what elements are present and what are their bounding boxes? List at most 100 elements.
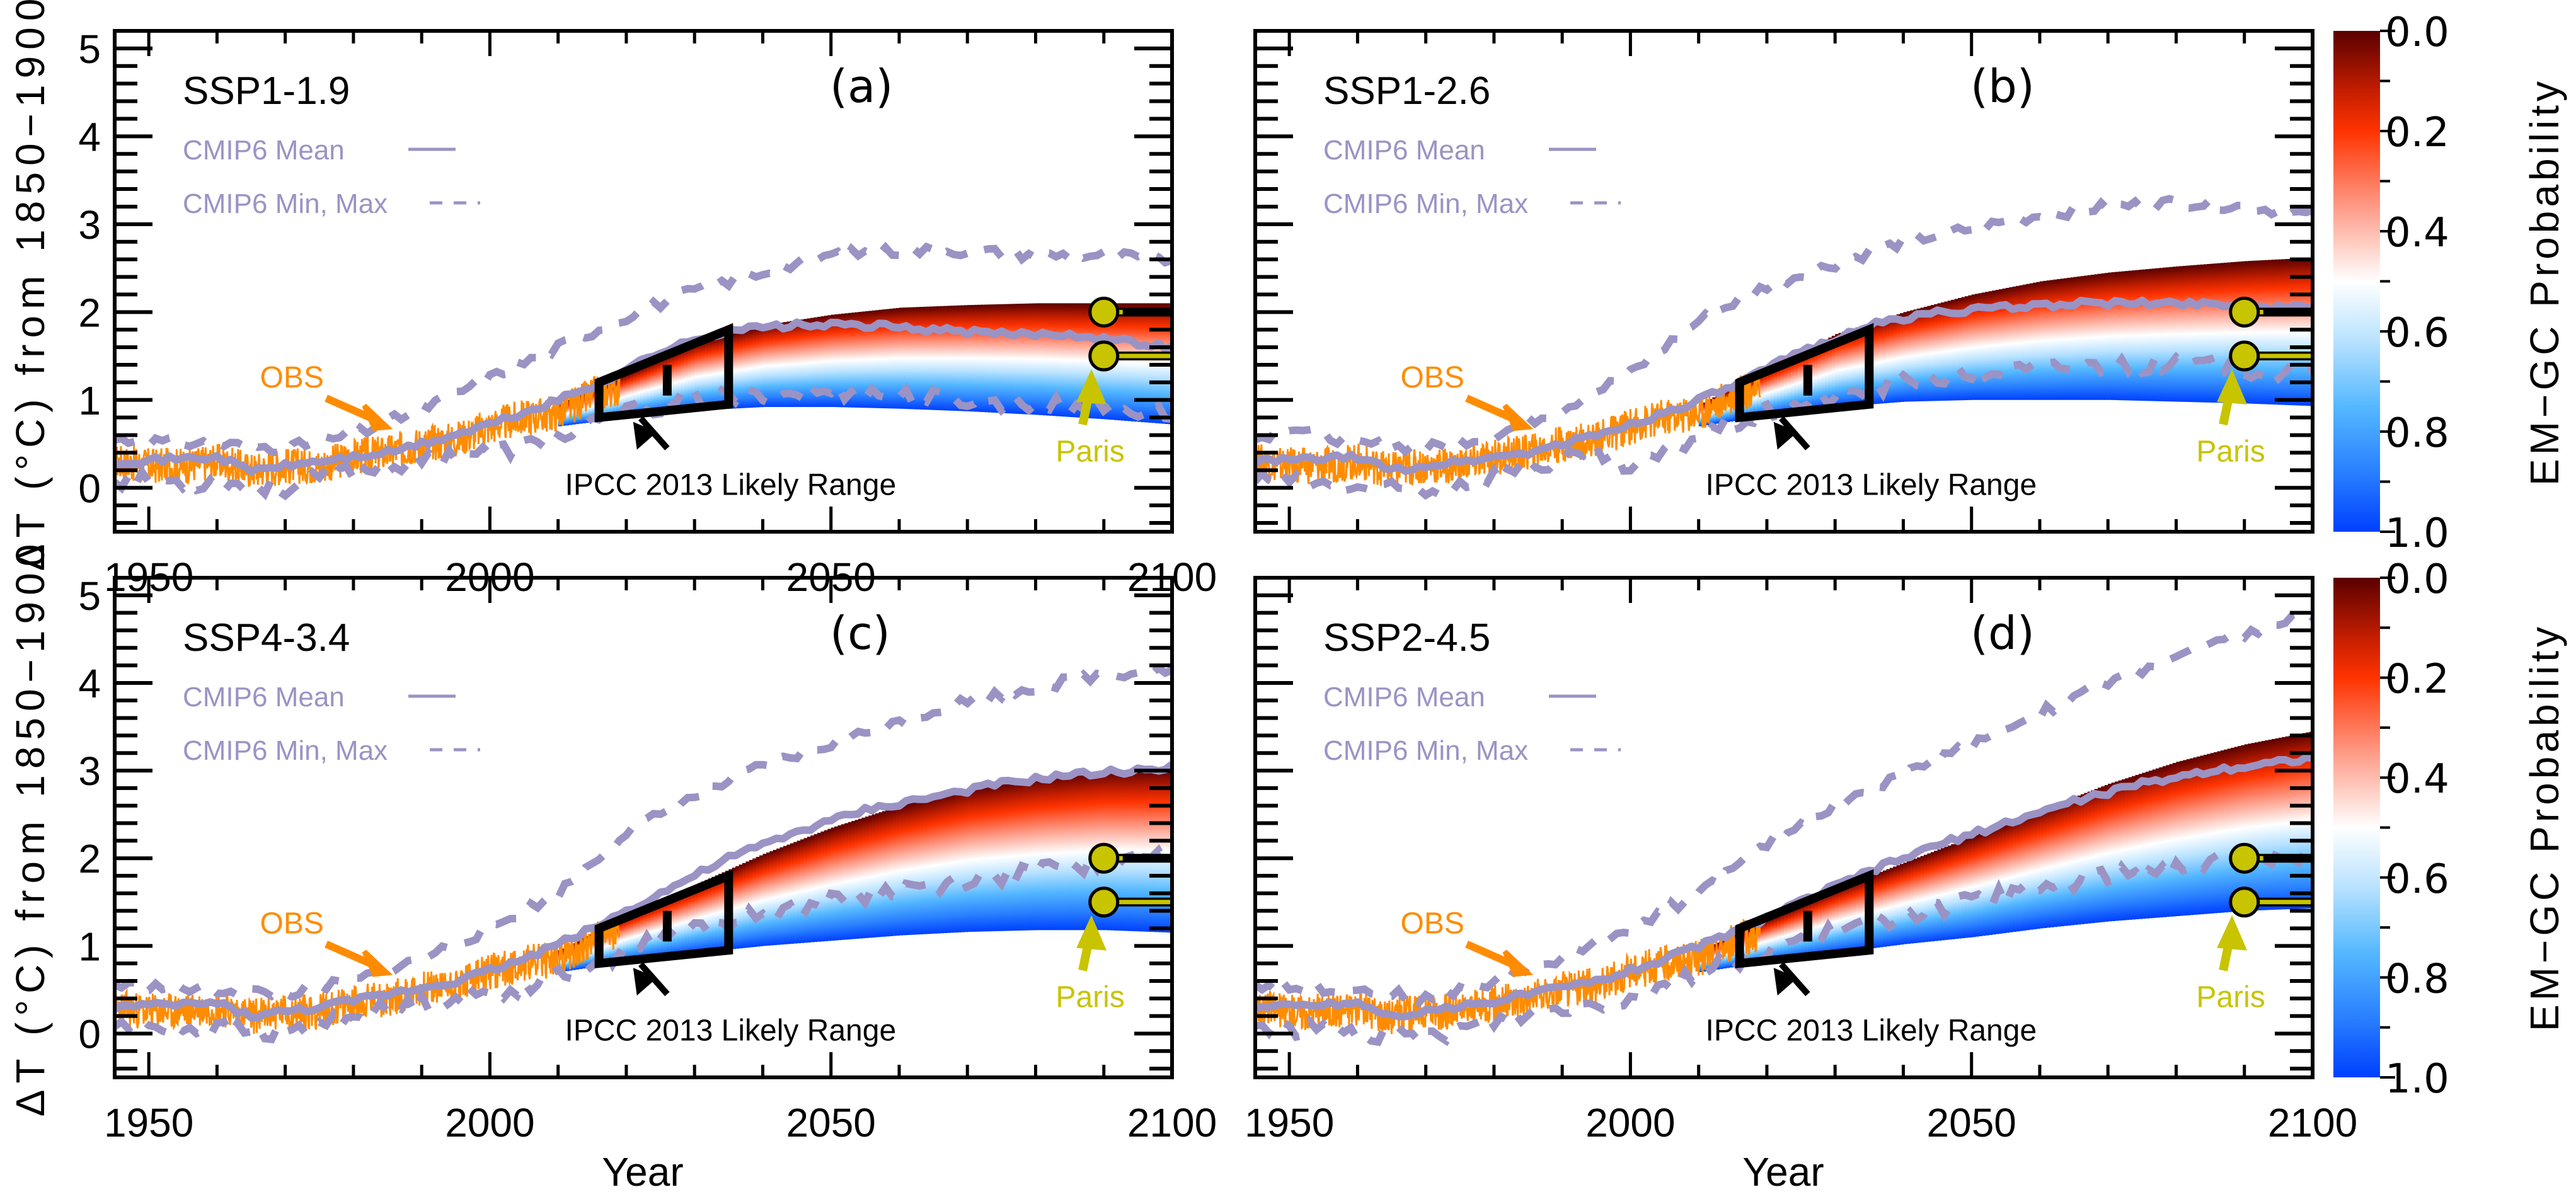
panel-label: (d) bbox=[1970, 607, 2035, 660]
emgc-range-strip bbox=[2057, 279, 2061, 400]
emgc-range-strip bbox=[1073, 774, 1078, 931]
emgc-range-strip bbox=[817, 316, 822, 407]
emgc-range-strip bbox=[892, 808, 897, 936]
emgc-range-strip bbox=[1763, 921, 1768, 963]
emgc-range-strip bbox=[1083, 772, 1088, 931]
emgc-range-strip bbox=[2135, 775, 2139, 920]
emgc-range-strip bbox=[633, 370, 637, 417]
emgc-range-strip bbox=[1821, 895, 1826, 955]
emgc-range-strip bbox=[998, 304, 1003, 413]
emgc-range-strip bbox=[1910, 859, 1914, 944]
emgc-range-strip bbox=[704, 880, 709, 952]
y-tick-label: 0 bbox=[78, 1011, 101, 1057]
emgc-range-strip bbox=[1838, 887, 1843, 953]
emgc-range-strip bbox=[1760, 372, 1764, 417]
emgc-range-strip bbox=[967, 788, 972, 932]
emgc-range-strip bbox=[827, 828, 832, 941]
emgc-range-strip bbox=[1961, 840, 1965, 939]
colorbar-tick-label: 0.6 bbox=[2385, 856, 2449, 903]
emgc-range-strip bbox=[1052, 776, 1057, 931]
emgc-range-strip bbox=[2101, 273, 2105, 400]
emgc-range-strip bbox=[1042, 303, 1047, 416]
emgc-range-strip bbox=[1021, 779, 1026, 931]
emgc-range-strip bbox=[2009, 822, 2013, 932]
paris-arrow-head bbox=[2217, 915, 2248, 951]
emgc-range-strip bbox=[749, 859, 754, 948]
emgc-range-strip bbox=[1008, 781, 1013, 931]
emgc-range-strip bbox=[1906, 861, 1911, 944]
emgc-range-strip bbox=[824, 316, 829, 407]
emgc-range-strip bbox=[1964, 839, 1969, 938]
ipcc-likely-range-box bbox=[594, 869, 733, 968]
emgc-range-strip bbox=[2258, 260, 2262, 404]
emgc-range-strip bbox=[912, 307, 917, 410]
emgc-range-strip bbox=[759, 326, 764, 408]
emgc-range-strip bbox=[1913, 858, 1918, 943]
emgc-range-strip bbox=[1831, 335, 1836, 408]
emgc-range-strip bbox=[878, 812, 883, 937]
emgc-range-strip bbox=[623, 375, 627, 418]
emgc-range-strip bbox=[2244, 261, 2248, 404]
emgc-range-strip bbox=[670, 353, 675, 413]
emgc-range-strip bbox=[2220, 263, 2225, 403]
emgc-range-strip bbox=[2005, 287, 2010, 400]
emgc-range-strip bbox=[715, 337, 719, 410]
emgc-range-strip bbox=[933, 306, 938, 410]
emgc-range-strip bbox=[1985, 292, 1989, 400]
emgc-range-strip bbox=[1951, 299, 1955, 401]
emgc-range-strip bbox=[2295, 258, 2300, 406]
x-axis-title-left: Year bbox=[602, 1149, 683, 1195]
panel-label: (b) bbox=[1970, 60, 2035, 113]
emgc-range-strip bbox=[2104, 785, 2109, 922]
emgc-range-strip bbox=[769, 851, 774, 946]
emgc-range-strip bbox=[1137, 769, 1142, 932]
emgc-range-strip bbox=[2084, 275, 2088, 400]
emgc-range-strip bbox=[674, 352, 678, 413]
emgc-range-strip bbox=[616, 920, 620, 963]
emgc-range-strip bbox=[762, 325, 767, 407]
emgc-range-strip bbox=[2039, 810, 2044, 929]
x-tick-label: 2100 bbox=[2268, 1100, 2357, 1145]
emgc-range-strip bbox=[991, 784, 996, 932]
emgc-range-strip bbox=[2060, 802, 2064, 927]
emgc-range-strip bbox=[1811, 346, 1815, 410]
emgc-range-strip bbox=[592, 389, 597, 422]
emgc-range-strip bbox=[2070, 277, 2074, 400]
emgc-range-strip bbox=[1015, 781, 1020, 931]
emgc-range-strip bbox=[677, 892, 682, 955]
emgc-range-strip bbox=[773, 849, 777, 946]
emgc-range-strip bbox=[1021, 303, 1026, 415]
colorbar-top: 0.0 0.2 0.4 0.6 0.8 1.0 bbox=[2333, 9, 2449, 557]
emgc-range-strip bbox=[1760, 922, 1764, 963]
emgc-range-strip bbox=[1770, 918, 1774, 961]
emgc-range-strip bbox=[2200, 264, 2204, 403]
emgc-range-strip bbox=[831, 314, 835, 407]
emgc-range-strip bbox=[2074, 796, 2078, 925]
emgc-range-strip bbox=[814, 317, 818, 407]
emgc-range-strip bbox=[2138, 774, 2143, 919]
emgc-range-strip bbox=[2135, 270, 2139, 401]
x-tick-label: 2050 bbox=[786, 1100, 876, 1145]
emgc-range-strip bbox=[1961, 297, 1965, 401]
emgc-range-strip bbox=[2118, 272, 2122, 401]
emgc-range-strip bbox=[708, 878, 713, 952]
emgc-range-strip bbox=[1794, 355, 1798, 413]
emgc-range-strip bbox=[923, 306, 928, 410]
emgc-range-strip bbox=[2046, 807, 2051, 928]
emgc-range-strip bbox=[875, 310, 880, 408]
emgc-range-strip bbox=[2142, 772, 2146, 919]
emgc-range-strip bbox=[2173, 267, 2177, 402]
x-tick-label: 2050 bbox=[1927, 1100, 2016, 1145]
emgc-range-strip bbox=[1876, 873, 1880, 948]
emgc-range-strip bbox=[653, 903, 658, 958]
emgc-range-strip bbox=[2057, 803, 2061, 927]
emgc-range-strip bbox=[1859, 880, 1863, 950]
emgc-range-strip bbox=[2009, 287, 2013, 400]
emgc-range-strip bbox=[848, 822, 852, 939]
emgc-range-strip bbox=[2234, 261, 2238, 403]
emgc-range-strip bbox=[786, 321, 791, 407]
emgc-range-strip bbox=[820, 316, 825, 407]
emgc-range-strip bbox=[1896, 314, 1900, 403]
emgc-range-strip bbox=[2067, 277, 2071, 400]
emgc-range-strip bbox=[2115, 272, 2119, 401]
